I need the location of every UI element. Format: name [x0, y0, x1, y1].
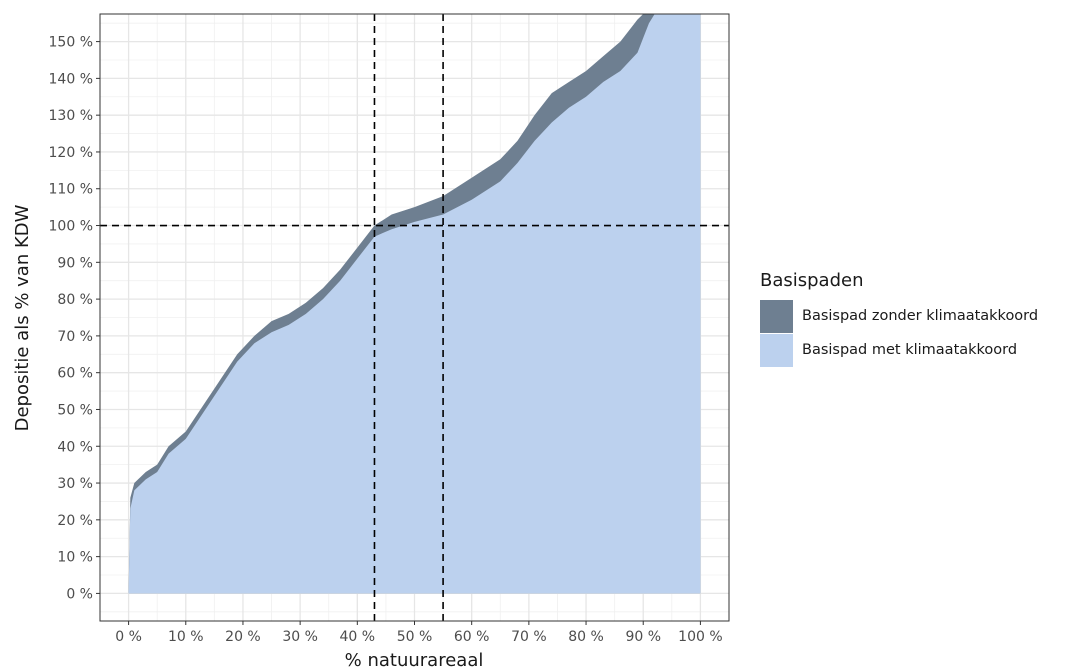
legend-item-zonder: Basispad zonder klimaatakkoord	[760, 299, 1038, 333]
y-tick-label: 140 %	[49, 71, 93, 87]
legend-item-met: Basispad met klimaatakkoord	[760, 333, 1038, 367]
y-tick-label: 30 %	[57, 476, 93, 492]
y-tick-label: 90 %	[57, 255, 93, 271]
legend: Basispaden Basispad zonder klimaatakkoor…	[760, 270, 1038, 367]
y-tick-label: 110 %	[49, 182, 93, 198]
x-axis-ticks: 0 % 10 % 20 % 30 % 40 % 50 % 60 % 70 % 80 % 90 % 1…	[115, 621, 723, 645]
x-tick-label: 50 %	[397, 629, 433, 645]
legend-label-met: Basispad met klimaatakkoord	[802, 342, 1018, 358]
x-axis-title: % natuurareaal	[345, 650, 484, 671]
x-tick-label: 10 %	[168, 629, 204, 645]
legend-label-zonder: Basispad zonder klimaatakkoord	[802, 308, 1039, 324]
data-areas	[128, 14, 701, 594]
y-tick-label: 40 %	[57, 439, 93, 455]
y-tick-label: 80 %	[57, 292, 93, 308]
y-axis-ticks: 0 % 10 % 20 % 30 % 40 % 50 % 60 % 70 % 80 % 90 % 1…	[49, 35, 100, 602]
x-tick-label: 0 %	[115, 629, 142, 645]
legend-swatch-zonder	[760, 299, 793, 333]
x-tick-label: 100 %	[678, 629, 722, 645]
legend-swatch-met	[760, 333, 793, 367]
y-tick-label: 70 %	[57, 329, 93, 345]
reference-lines	[100, 14, 729, 621]
x-tick-label: 40 %	[340, 629, 376, 645]
area-series-1	[128, 14, 701, 594]
y-tick-label: 130 %	[49, 108, 93, 124]
y-tick-label: 150 %	[49, 35, 93, 51]
legend-title: Basispaden	[760, 270, 864, 291]
x-tick-label: 60 %	[454, 629, 490, 645]
y-tick-label: 120 %	[49, 145, 93, 161]
x-tick-label: 90 %	[625, 629, 661, 645]
y-tick-label: 60 %	[57, 366, 93, 382]
x-tick-label: 70 %	[511, 629, 547, 645]
x-tick-label: 30 %	[282, 629, 318, 645]
y-tick-label: 100 %	[49, 219, 93, 235]
x-tick-label: 20 %	[225, 629, 261, 645]
x-tick-label: 80 %	[568, 629, 604, 645]
y-tick-label: 0 %	[66, 586, 93, 602]
y-tick-label: 20 %	[57, 513, 93, 529]
y-tick-label: 50 %	[57, 402, 93, 418]
y-axis-title: Depositie als % van KDW	[12, 204, 33, 431]
y-tick-label: 10 %	[57, 550, 93, 566]
